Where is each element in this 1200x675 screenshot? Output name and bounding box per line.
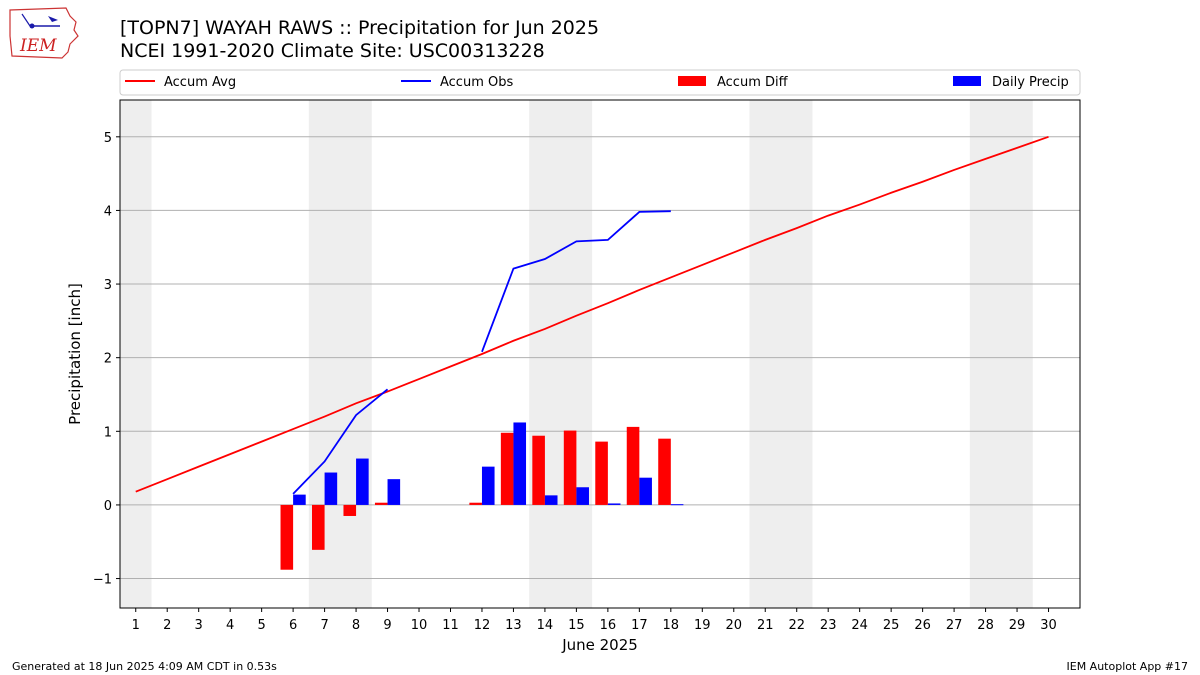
daily-precip-bar <box>293 494 306 505</box>
x-tick-label: 11 <box>442 618 459 633</box>
legend-label-daily: Daily Precip <box>992 75 1069 90</box>
daily-precip-bar <box>576 487 589 505</box>
sensor-icon <box>29 23 35 29</box>
weekend-bands <box>120 100 1033 608</box>
legend-label-obs: Accum Obs <box>440 75 513 90</box>
x-tick-label: 1 <box>132 618 140 633</box>
daily-precip-bar <box>639 477 652 505</box>
x-tick-label: 12 <box>474 618 491 633</box>
wind-vane-icon <box>48 16 58 22</box>
tower-icon <box>21 13 31 27</box>
accum-diff-bar <box>374 502 388 505</box>
logo-text: IEM <box>19 36 57 56</box>
x-tick-label: 18 <box>663 618 680 633</box>
weekend-band <box>120 100 152 608</box>
legend-label-avg: Accum Avg <box>164 75 236 90</box>
chart-title-line1: [TOPN7] WAYAH RAWS :: Precipitation for … <box>120 17 600 39</box>
daily-precip-bar <box>356 458 369 505</box>
accum-obs-line <box>292 388 389 495</box>
x-tick-label: 2 <box>163 618 171 633</box>
legend-frame <box>119 69 1081 96</box>
accum-avg-line <box>135 135 1049 493</box>
accum-obs-line <box>481 210 671 353</box>
accum-diff-bar <box>500 432 514 505</box>
x-tick-label: 20 <box>725 618 742 633</box>
legend-swatch-diff <box>678 76 706 86</box>
y-tick-label: 0 <box>104 499 112 514</box>
accum-diff-bar <box>532 435 545 505</box>
daily-precip-bar <box>544 495 558 505</box>
x-tick-label: 28 <box>977 618 994 633</box>
x-tick-label: 14 <box>537 618 554 633</box>
accum-diff-bar <box>343 504 357 516</box>
plot-frame <box>119 99 1081 609</box>
x-tick-label: 26 <box>914 618 931 633</box>
x-tick-label: 3 <box>195 618 203 633</box>
daily-precip-bar <box>324 472 338 505</box>
legend-label-diff: Accum Diff <box>717 75 789 90</box>
y-tick-label: 3 <box>104 278 112 293</box>
daily-precip-bar <box>607 503 621 505</box>
daily-precip-bar <box>513 422 527 505</box>
accum-diff-bar <box>658 438 671 505</box>
weekend-band <box>969 100 1033 608</box>
x-tick-label: 17 <box>631 618 648 633</box>
x-tick-label: 7 <box>320 618 328 633</box>
gridlines <box>120 136 1080 580</box>
x-tick-label: 16 <box>600 618 617 633</box>
daily-precip-bar <box>481 466 495 505</box>
weekend-band <box>749 100 813 608</box>
daily-precip-bar <box>387 479 401 505</box>
legend-swatch-daily <box>953 76 981 86</box>
x-tick-label: 19 <box>694 618 711 633</box>
y-tick-label: 2 <box>104 352 112 367</box>
iem-logo: IEM <box>9 7 79 59</box>
daily-precip-bar <box>670 504 684 506</box>
x-tick-label: 13 <box>505 618 522 633</box>
x-tick-label: 24 <box>851 618 868 633</box>
accum-diff-bar <box>469 502 482 505</box>
x-axis-label: June 2025 <box>561 636 638 654</box>
weekend-band <box>529 100 593 608</box>
accum-diff-bar <box>312 504 325 550</box>
x-tick-label: 8 <box>352 618 360 633</box>
accum-diff-bar <box>563 430 577 505</box>
y-axis-ticks: −1 0 1 2 3 4 5 <box>93 131 120 588</box>
accum-diff-bar <box>595 441 608 505</box>
x-tick-label: 6 <box>289 618 297 633</box>
accum-diff-bar <box>626 426 640 505</box>
x-tick-label: 9 <box>383 618 391 633</box>
footer-generated: Generated at 18 Jun 2025 4:09 AM CDT in … <box>12 660 277 673</box>
x-tick-label: 25 <box>883 618 900 633</box>
chart-title-line2: NCEI 1991-2020 Climate Site: USC00313228 <box>120 40 545 62</box>
x-tick-label: 29 <box>1009 618 1026 633</box>
x-tick-label: 30 <box>1040 618 1057 633</box>
y-tick-label: 1 <box>104 425 112 440</box>
x-tick-label: 15 <box>568 618 585 633</box>
x-tick-label: 22 <box>788 618 805 633</box>
x-tick-label: 10 <box>411 618 428 633</box>
legend: Accum Avg Accum Obs Accum Diff Daily Pre… <box>119 69 1081 96</box>
y-tick-label: −1 <box>93 573 112 588</box>
bar-marks <box>280 422 684 570</box>
x-tick-label: 23 <box>820 618 837 633</box>
x-tick-label: 4 <box>226 618 234 633</box>
x-tick-label: 5 <box>257 618 265 633</box>
y-tick-label: 5 <box>104 131 112 146</box>
footer-app: IEM Autoplot App #17 <box>1066 660 1189 673</box>
x-axis-ticks: 1 2 3 4 5 6 7 8 9 10 11 12 13 14 15 16 17 18 19 20 21 22 23 24 2… <box>132 608 1057 633</box>
y-tick-label: 4 <box>104 204 112 219</box>
x-tick-label: 27 <box>946 618 963 633</box>
y-axis-label: Precipitation [inch] <box>66 283 84 425</box>
line-marks <box>135 135 1049 495</box>
accum-diff-bar <box>280 504 294 570</box>
x-tick-label: 21 <box>757 618 774 633</box>
